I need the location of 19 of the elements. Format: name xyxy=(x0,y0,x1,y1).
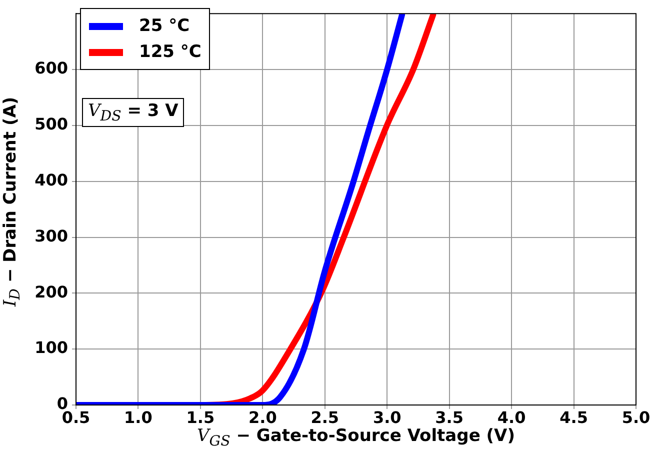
annotation: V$_{DS}$ = 3 V xyxy=(82,98,184,128)
x-tick-label: 4.5 xyxy=(560,408,588,427)
x-axis-title: V$_{GS}$ − Gate-to-Source Voltage (V) xyxy=(196,426,516,450)
y-tick-label: 300 xyxy=(34,226,68,246)
x-tick-label: 3.0 xyxy=(372,408,402,427)
x-tick-label: 1.5 xyxy=(186,408,215,427)
y-tick-label: 100 xyxy=(34,338,68,358)
y-tick-label: 500 xyxy=(34,114,68,134)
legend-label: 25 °C xyxy=(139,16,190,36)
x-tick-label: 5.0 xyxy=(622,408,650,427)
x-tick-label: 1.0 xyxy=(124,408,152,427)
x-tick-label: 4.0 xyxy=(497,408,526,427)
legend-label: 125 °C xyxy=(139,42,202,62)
x-tick-label: 2.0 xyxy=(248,408,277,427)
x-tick-label: 3.5 xyxy=(435,408,464,427)
y-tick-label: 200 xyxy=(34,282,68,302)
x-tick-label: 2.5 xyxy=(310,408,340,427)
y-tick-label: 600 xyxy=(34,58,68,78)
y-tick-label: 400 xyxy=(34,170,68,190)
